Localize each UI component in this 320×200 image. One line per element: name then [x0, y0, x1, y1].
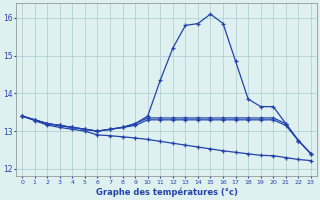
X-axis label: Graphe des températures (°c): Graphe des températures (°c)	[96, 188, 237, 197]
